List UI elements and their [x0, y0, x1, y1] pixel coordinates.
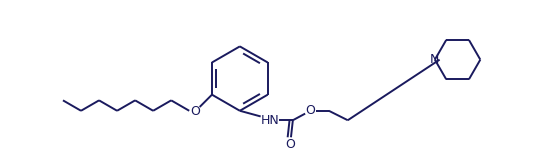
Text: N: N [430, 53, 440, 66]
Text: O: O [285, 138, 295, 151]
Text: O: O [305, 104, 315, 117]
Text: HN: HN [261, 114, 280, 127]
Text: O: O [190, 105, 200, 118]
